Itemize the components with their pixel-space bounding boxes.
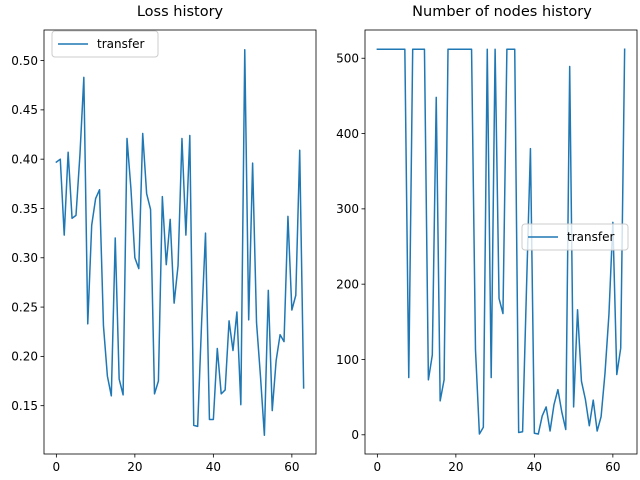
nodes-history-x-tick-label: 0 bbox=[374, 460, 382, 474]
loss-history-transfer-line bbox=[55, 48, 305, 437]
loss-history-plot: Loss history 0.15 0.20 0.25 0.30 0.35 0.40 0.4… bbox=[11, 4, 317, 474]
loss-history-y-tick-label: 0.30 bbox=[11, 251, 38, 265]
loss-history-x-tick-label: 60 bbox=[284, 460, 299, 474]
nodes-history-legend-label: transfer bbox=[567, 230, 614, 244]
loss-history-y-tick-label: 0.40 bbox=[11, 152, 38, 166]
nodes-history-title: Number of nodes history bbox=[412, 4, 592, 20]
loss-history-y-tick-label: 0.35 bbox=[11, 202, 38, 216]
nodes-history-x-tick-label: 60 bbox=[605, 460, 620, 474]
nodes-history-x-tick-label: 20 bbox=[448, 460, 463, 474]
loss-history-y-tick-label: 0.15 bbox=[11, 399, 38, 413]
loss-history-legend-box bbox=[51, 30, 159, 58]
nodes-history-x-tick-label: 40 bbox=[527, 460, 542, 474]
nodes-history-y-ticks: 0 100 200 300 400 500 bbox=[336, 52, 365, 442]
loss-history-y-ticks: 0.15 0.20 0.25 0.30 0.35 0.40 0.45 0.50 bbox=[11, 54, 44, 413]
nodes-history-transfer-line bbox=[376, 48, 626, 435]
nodes-history-legend: transfer bbox=[521, 223, 629, 251]
loss-history-y-tick-label: 0.20 bbox=[11, 350, 38, 364]
nodes-history-y-tick-label: 200 bbox=[336, 277, 359, 291]
loss-history-x-ticks: 0 20 40 60 bbox=[53, 454, 300, 474]
loss-history-x-tick-label: 20 bbox=[127, 460, 142, 474]
loss-history-legend: transfer bbox=[51, 30, 159, 58]
nodes-history-y-tick-label: 500 bbox=[336, 52, 359, 66]
loss-history-y-tick-label: 0.50 bbox=[11, 54, 38, 68]
nodes-history-x-ticks: 0 20 40 60 bbox=[374, 454, 621, 474]
nodes-history-y-tick-label: 0 bbox=[351, 428, 359, 442]
loss-history-y-tick-label: 0.45 bbox=[11, 103, 38, 117]
nodes-history-y-tick-label: 300 bbox=[336, 202, 359, 216]
loss-history-legend-label: transfer bbox=[97, 37, 144, 51]
nodes-history-plot: Number of nodes history 0100200300400500… bbox=[336, 4, 638, 474]
loss-history-x-tick-label: 40 bbox=[206, 460, 221, 474]
loss-history-title: Loss history bbox=[137, 4, 224, 20]
nodes-history-y-tick-label: 400 bbox=[336, 127, 359, 141]
nodes-history-legend-box bbox=[521, 223, 629, 251]
nodes-history-y-tick-label: 100 bbox=[336, 353, 359, 367]
loss-history-y-tick-label: 0.25 bbox=[11, 300, 38, 314]
loss-history-x-tick-label: 0 bbox=[53, 460, 61, 474]
